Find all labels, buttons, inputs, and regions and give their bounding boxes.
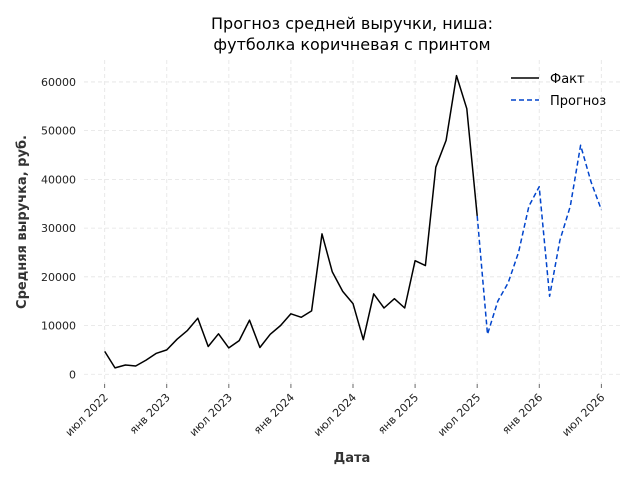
y-tick-label: 40000: [41, 173, 76, 186]
legend-label: Прогноз: [550, 94, 606, 109]
y-tick-label: 0: [69, 368, 76, 381]
y-tick-label: 60000: [41, 76, 76, 89]
y-tick-label: 10000: [41, 320, 76, 333]
x-tick-label: июл 2023: [187, 391, 235, 439]
legend-label: Факт: [550, 72, 585, 87]
chart-title-line-2: футболка коричневая с принтом: [213, 35, 490, 54]
x-tick-label: янв 2025: [375, 391, 421, 437]
y-axis-label: Средняя выручка, руб.: [15, 135, 30, 309]
x-tick-label: июл 2022: [63, 391, 111, 439]
series-line-fact: [104, 74, 478, 369]
legend: Факт Прогноз: [511, 72, 606, 109]
y-tick-label: 50000: [41, 125, 76, 138]
series-line-forecast: [476, 144, 603, 336]
x-tick-label: июл 2026: [559, 391, 607, 439]
chart-title: Прогноз средней выручки, ниша: футболка …: [211, 14, 493, 54]
y-axis: 0 10000 20000 30000 40000 50000 60000: [41, 76, 76, 381]
grid: [84, 60, 622, 384]
x-tick-label: янв 2026: [500, 391, 546, 437]
plot-area: [104, 74, 603, 369]
x-tick-label: янв 2024: [251, 391, 297, 437]
x-axis: июл 2022 янв 2023 июл 2023 янв 2024 июл 2024…: [63, 384, 607, 439]
x-tick-label: июл 2024: [311, 391, 359, 439]
y-tick-label: 30000: [41, 222, 76, 235]
chart-title-line-1: Прогноз средней выручки, ниша:: [211, 14, 493, 33]
y-tick-label: 20000: [41, 271, 76, 284]
x-tick-label: янв 2023: [127, 391, 173, 437]
x-tick-label: июл 2025: [435, 391, 483, 439]
x-axis-label: Дата: [334, 451, 371, 466]
